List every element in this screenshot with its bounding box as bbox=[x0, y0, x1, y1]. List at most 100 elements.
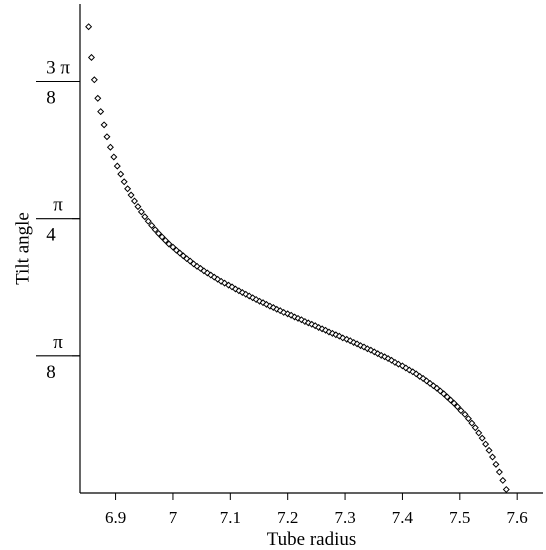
data-point bbox=[193, 262, 201, 270]
data-point bbox=[301, 317, 309, 326]
data-point bbox=[228, 283, 236, 291]
y-tick-label-denominator: 8 bbox=[46, 88, 56, 109]
data-point bbox=[90, 76, 98, 84]
x-tick-label: 6.9 bbox=[105, 508, 126, 527]
data-point bbox=[165, 240, 173, 248]
data-point bbox=[332, 331, 340, 339]
data-point bbox=[304, 319, 312, 327]
data-point bbox=[200, 267, 208, 275]
x-tick-label: 7.4 bbox=[392, 508, 414, 527]
data-point bbox=[161, 236, 169, 244]
data-point bbox=[137, 208, 145, 216]
data-point bbox=[325, 328, 333, 336]
y-tick-label-denominator: 8 bbox=[46, 362, 56, 383]
data-point bbox=[499, 476, 507, 484]
x-tick-label: 7.5 bbox=[449, 508, 470, 527]
data-point bbox=[190, 260, 198, 268]
tick-labels-layer: 6.9 7 7.1 7.2 7.3 7.4 7.5 7.6 π 8 π 4 3 π 8 bbox=[36, 58, 528, 527]
y-tick-label-denominator: 4 bbox=[46, 225, 56, 246]
data-point bbox=[464, 415, 472, 423]
data-point bbox=[495, 468, 503, 476]
data-point bbox=[457, 407, 465, 415]
data-point bbox=[461, 410, 469, 418]
data-point bbox=[259, 299, 267, 307]
data-point bbox=[363, 345, 371, 353]
data-point bbox=[120, 178, 128, 186]
data-point bbox=[87, 53, 95, 61]
data-point bbox=[328, 329, 336, 337]
data-point bbox=[291, 313, 299, 321]
y-tick-label-numerator: 3 π bbox=[46, 58, 70, 79]
data-point bbox=[273, 305, 281, 313]
data-point bbox=[485, 446, 493, 454]
data-point bbox=[85, 23, 93, 31]
data-point bbox=[238, 289, 246, 297]
data-point bbox=[416, 372, 424, 380]
x-tick-label: 7 bbox=[169, 508, 178, 527]
data-point bbox=[440, 390, 448, 398]
data-point bbox=[454, 403, 462, 411]
data-point bbox=[322, 326, 330, 334]
x-axis-title: Tube radius bbox=[267, 529, 357, 550]
data-point bbox=[97, 108, 105, 116]
data-point bbox=[294, 314, 302, 322]
data-point bbox=[117, 170, 125, 178]
x-tick-label: 7.2 bbox=[277, 508, 298, 527]
data-point bbox=[443, 393, 451, 401]
data-point bbox=[489, 453, 497, 461]
data-point bbox=[225, 281, 233, 289]
data-point bbox=[388, 356, 396, 364]
x-tick-label: 7.3 bbox=[334, 508, 355, 527]
data-point bbox=[269, 304, 277, 312]
data-point bbox=[266, 302, 274, 310]
data-point bbox=[315, 323, 323, 331]
data-point bbox=[280, 308, 288, 316]
data-point bbox=[207, 271, 215, 279]
data-point bbox=[148, 221, 156, 229]
data-point bbox=[94, 94, 102, 102]
data-point bbox=[113, 162, 121, 170]
data-point bbox=[155, 229, 163, 237]
data-point bbox=[130, 197, 139, 205]
data-point bbox=[151, 226, 159, 234]
data-point bbox=[245, 292, 253, 300]
data-point bbox=[468, 419, 476, 427]
data-point bbox=[353, 340, 361, 348]
data-point bbox=[398, 362, 406, 370]
ticks-layer bbox=[72, 81, 518, 500]
data-point bbox=[103, 133, 111, 141]
data-point bbox=[183, 255, 191, 263]
data-point bbox=[124, 185, 132, 193]
data-point bbox=[276, 307, 284, 315]
data-point bbox=[231, 285, 239, 293]
data-point bbox=[127, 191, 135, 199]
data-point bbox=[419, 374, 427, 382]
data-point bbox=[475, 429, 483, 437]
data-point bbox=[405, 366, 413, 374]
data-point bbox=[478, 434, 486, 442]
data-point bbox=[450, 399, 458, 407]
data-point bbox=[492, 460, 500, 468]
data-point bbox=[110, 153, 118, 161]
x-tick-label: 7.6 bbox=[507, 508, 528, 527]
data-point bbox=[381, 353, 389, 361]
data-point bbox=[144, 217, 152, 225]
data-point bbox=[141, 213, 149, 221]
y-tick-label-numerator: π bbox=[53, 195, 63, 216]
data-point bbox=[235, 287, 243, 295]
data-point bbox=[360, 343, 368, 351]
data-point bbox=[100, 121, 108, 129]
data-point bbox=[357, 342, 365, 350]
data-point bbox=[214, 275, 222, 283]
data-point bbox=[196, 264, 204, 272]
data-point bbox=[210, 273, 218, 281]
data-points-layer bbox=[85, 23, 510, 494]
data-point bbox=[169, 243, 177, 251]
y-axis-title: Tilt angle bbox=[13, 212, 34, 285]
data-point bbox=[412, 370, 420, 378]
data-point bbox=[297, 316, 305, 324]
data-point bbox=[409, 368, 417, 376]
data-point bbox=[287, 311, 295, 319]
data-point bbox=[423, 377, 431, 385]
